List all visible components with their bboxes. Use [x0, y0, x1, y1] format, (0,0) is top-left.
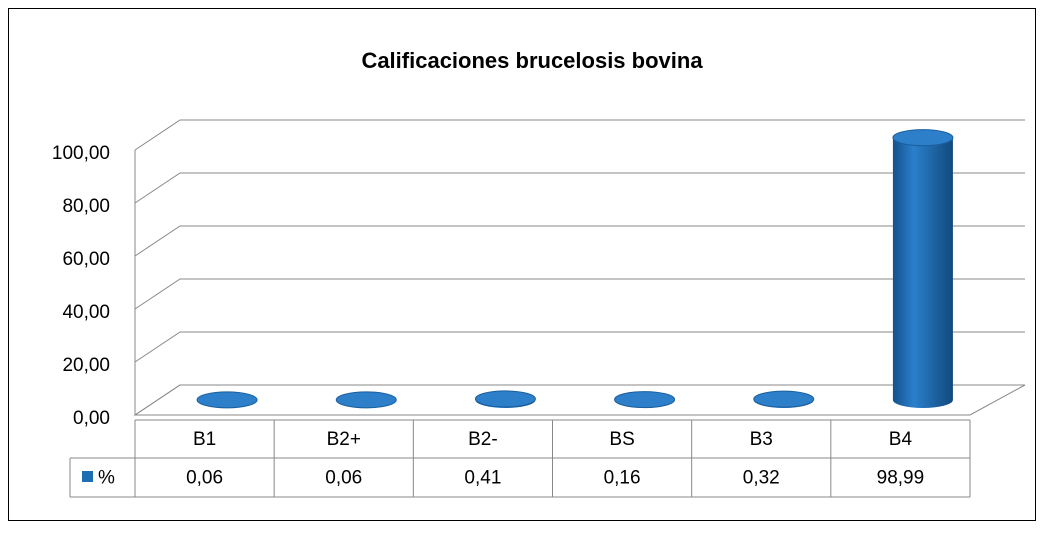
x-tick-label: B1 — [193, 429, 216, 450]
chart-border — [8, 8, 1036, 521]
x-tick-label: B2+ — [327, 429, 361, 450]
legend-label: % — [98, 468, 115, 489]
cylinder-body — [892, 137, 953, 408]
y-tick-label: 60,00 — [62, 249, 110, 270]
bar — [196, 391, 258, 409]
grid-line — [134, 172, 1025, 204]
cylinder-top — [753, 390, 815, 408]
bar — [614, 391, 676, 409]
y-tick-label: 20,00 — [62, 355, 110, 376]
legend-swatch — [82, 471, 93, 482]
table-value: 0,16 — [604, 468, 641, 489]
grid-line — [134, 278, 1025, 310]
table-value: 0,06 — [186, 468, 223, 489]
grid-line — [134, 119, 1025, 151]
x-tick-label: B4 — [889, 429, 913, 450]
x-tick-label: B2- — [468, 429, 498, 450]
bar — [474, 390, 536, 408]
y-tick-label: 80,00 — [62, 196, 110, 217]
y-tick-label: 100,00 — [52, 143, 110, 164]
bar — [335, 391, 397, 409]
grid-line — [134, 331, 1025, 363]
bar — [892, 129, 954, 408]
cylinder-top — [892, 129, 954, 147]
bar — [753, 390, 815, 408]
cylinder-top — [335, 391, 397, 409]
cylinder-top — [474, 390, 536, 408]
x-tick-label: BS — [609, 429, 634, 450]
y-tick-label: 40,00 — [62, 302, 110, 323]
cylinder-top — [614, 391, 676, 409]
grid-line — [134, 225, 1025, 257]
table-value: 98,99 — [877, 468, 925, 489]
x-tick-label: B3 — [750, 429, 773, 450]
table-value: 0,06 — [325, 468, 362, 489]
grid-line — [134, 384, 1025, 416]
chart-title: Calificaciones brucelosis bovina — [361, 48, 703, 73]
table-value: 0,32 — [743, 468, 780, 489]
cylinder-top — [196, 391, 258, 409]
table-value: 0,41 — [464, 468, 501, 489]
y-tick-label: 0,00 — [73, 408, 110, 429]
